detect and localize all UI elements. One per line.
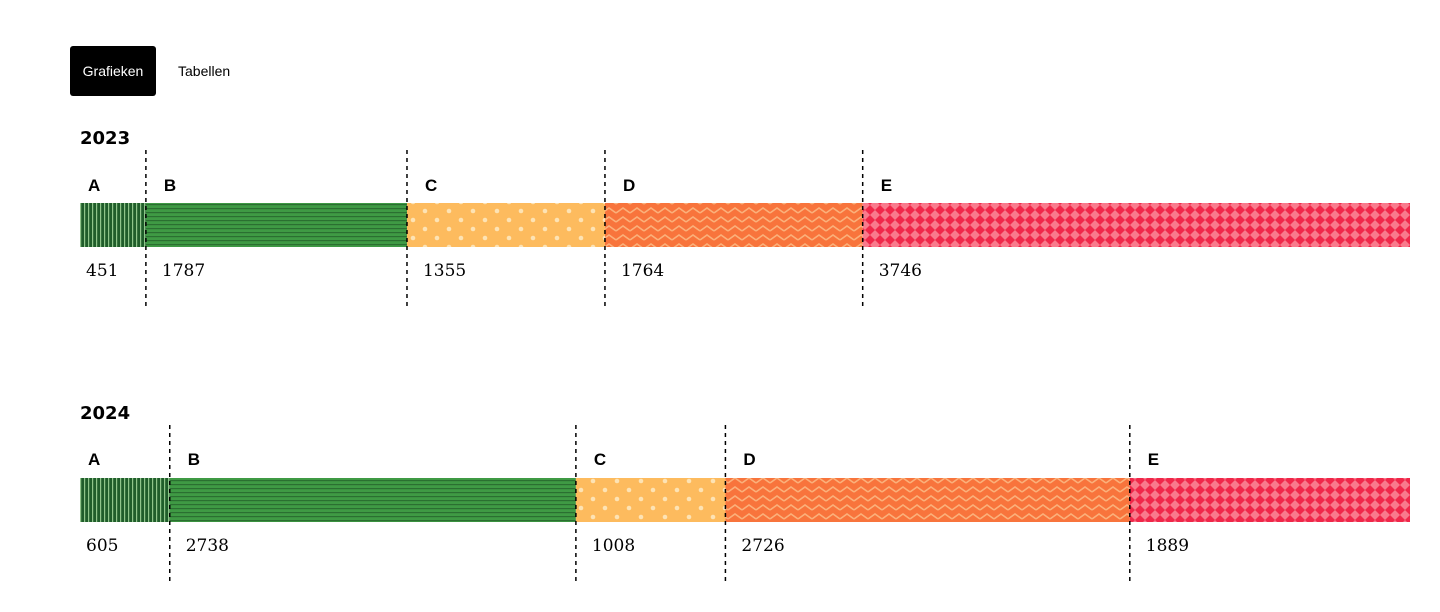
value-label-E: 3746 — [879, 261, 922, 281]
chart-title: 2024 — [80, 403, 130, 424]
bar-segment-C — [406, 203, 605, 247]
category-label-C: C — [594, 450, 606, 469]
chart-title: 2023 — [80, 128, 130, 149]
bar-segment-A — [80, 478, 170, 522]
category-label-A: A — [88, 176, 100, 195]
value-label-B: 2738 — [186, 536, 229, 556]
chart-2024: 2024 A 605 B 2738 C 1008 D 2726 E 1889 — [80, 403, 1410, 583]
tab-tabellen[interactable]: Tabellen — [178, 63, 231, 79]
value-label-B: 1787 — [162, 261, 205, 281]
category-label-B: B — [188, 450, 200, 469]
value-label-A: 451 — [86, 261, 118, 281]
tab-grafieken[interactable]: Grafieken — [70, 46, 156, 96]
view-tabs: Grafieken Tabellen — [70, 46, 242, 96]
category-label-D: D — [743, 450, 755, 469]
bar-segment-C — [575, 478, 726, 522]
bar-segment-E — [1129, 478, 1410, 522]
value-label-D: 1764 — [621, 261, 664, 281]
value-label-E: 1889 — [1146, 536, 1189, 556]
value-label-C: 1355 — [423, 261, 466, 281]
category-label-B: B — [164, 176, 176, 195]
category-label-D: D — [623, 176, 635, 195]
bar-segment-E — [862, 203, 1410, 247]
bar-segment-A — [80, 203, 146, 247]
category-label-C: C — [425, 176, 437, 195]
bar-segment-B — [145, 203, 407, 247]
value-label-C: 1008 — [592, 536, 635, 556]
category-label-E: E — [1148, 450, 1159, 469]
category-label-E: E — [881, 176, 892, 195]
bar-segment-D — [725, 478, 1130, 522]
value-label-A: 605 — [86, 536, 118, 556]
category-label-A: A — [88, 450, 100, 469]
bar-segment-B — [169, 478, 576, 522]
value-label-D: 2726 — [741, 536, 784, 556]
chart-2023: 2023 A 451 B 1787 C 1355 D 1764 E 3746 — [80, 128, 1410, 308]
bar-segment-D — [604, 203, 863, 247]
